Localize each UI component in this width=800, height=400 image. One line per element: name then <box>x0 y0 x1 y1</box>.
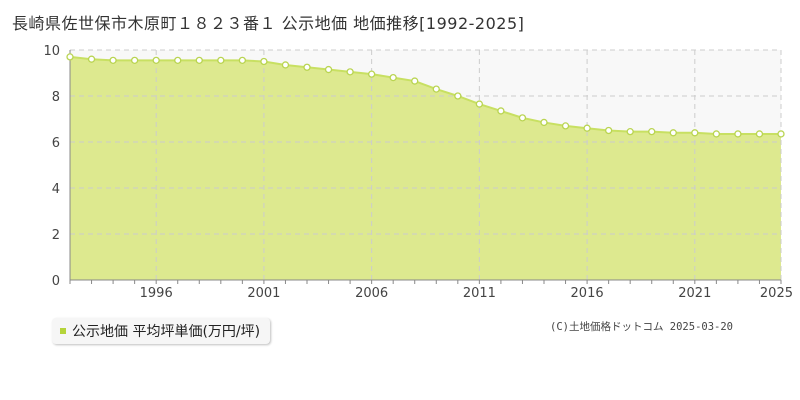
data-point <box>411 77 419 85</box>
area-layer <box>70 56 781 281</box>
data-point <box>691 129 699 137</box>
x-tick-label: 2001 <box>247 286 280 300</box>
data-point <box>238 56 247 64</box>
y-tick-label: 2 <box>52 228 60 243</box>
data-point <box>497 107 505 115</box>
chart-title: 長崎県佐世保市木原町１８２３番１ 公示地価 地価推移[1992-2025] <box>12 14 525 33</box>
data-point <box>583 124 591 132</box>
data-point <box>734 130 742 138</box>
data-point <box>66 53 74 61</box>
data-point <box>755 130 764 138</box>
legend-swatch <box>60 328 66 334</box>
series-line <box>69 55 781 135</box>
copyright-text: (C)土地価格ドットコム 2025-03-20 <box>550 321 734 333</box>
data-point <box>130 56 139 64</box>
y-tick-labels: 0 2 4 6 8 10 <box>43 44 60 289</box>
x-tick-label: 2011 <box>463 286 496 300</box>
data-point <box>454 92 462 100</box>
x-tick-label: 2016 <box>571 286 604 300</box>
data-point <box>648 127 656 136</box>
data-point <box>281 61 290 69</box>
data-point <box>669 129 677 137</box>
data-point <box>475 100 484 108</box>
data-point <box>217 56 225 64</box>
data-point <box>777 130 785 138</box>
y-tick-label: 8 <box>52 90 60 105</box>
data-point <box>109 56 117 64</box>
x-tick-label: 1996 <box>140 286 173 300</box>
data-point <box>346 68 354 76</box>
data-point <box>324 65 333 74</box>
legend: 公示地価 平均坪単価(万円/坪) <box>52 318 271 344</box>
x-tick-labels: 1996 2001 2006 2011 2016 2021 2025 <box>140 286 793 300</box>
data-point <box>540 118 548 127</box>
y-tick-label: 4 <box>52 182 60 197</box>
x-tick-label: 2006 <box>355 286 388 300</box>
data-point <box>367 70 376 78</box>
x-tick-label: 2025 <box>760 286 793 300</box>
data-point <box>604 126 613 135</box>
data-point <box>303 63 311 71</box>
data-point <box>174 56 182 64</box>
data-point <box>518 114 527 122</box>
y-tick-label: 10 <box>43 44 60 59</box>
data-point <box>87 55 96 63</box>
data-point <box>712 130 721 138</box>
legend-label: 公示地価 平均坪単価(万円/坪) <box>72 324 261 340</box>
data-point <box>195 56 203 64</box>
y-tick-label: 0 <box>52 274 60 289</box>
data-point <box>152 56 160 64</box>
data-point <box>432 85 440 93</box>
x-tick-label: 2021 <box>678 286 711 300</box>
line-layer <box>69 55 781 135</box>
data-point <box>626 127 634 136</box>
series-area <box>70 56 781 281</box>
axis-layer <box>69 50 782 284</box>
data-point <box>561 122 570 130</box>
point-layer <box>66 53 785 138</box>
y-tick-label: 6 <box>52 136 60 151</box>
grid-layer <box>70 49 782 280</box>
data-point <box>389 73 397 82</box>
data-point <box>260 57 268 66</box>
chart-svg: 1996 2001 2006 2011 2016 2021 2025 0 2 4 6 8 10 <box>43 44 793 300</box>
